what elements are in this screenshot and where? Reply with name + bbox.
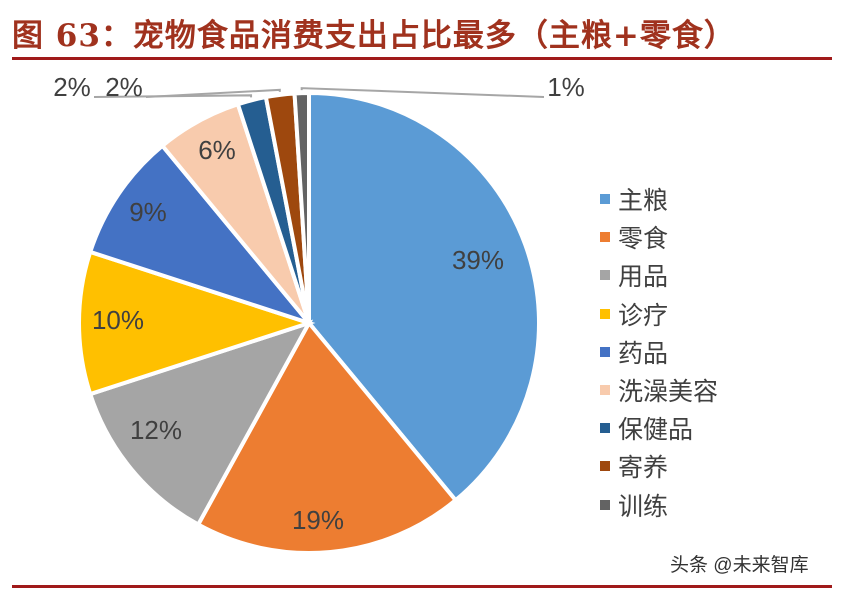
data-label: 1% [547,72,585,102]
legend-swatch [600,232,610,243]
legend-item-main-food: 主粮 [600,180,718,218]
legend: 主粮 零食 用品 诊疗 药品 洗澡美容 保健品 寄养 训练 [600,180,718,524]
legend-swatch [600,346,610,357]
legend-item-boarding: 寄养 [600,447,718,485]
legend-item-supplies: 用品 [600,256,718,294]
legend-item-diagnosis: 诊疗 [600,295,718,333]
legend-swatch [600,270,610,281]
legend-swatch [600,194,610,205]
legend-item-grooming: 洗澡美容 [600,371,718,409]
data-label: 9% [129,197,167,227]
leader-line [145,88,281,98]
legend-swatch [600,461,610,472]
data-label: 19% [292,505,344,535]
watermark: 头条 @未来智库 [670,555,809,576]
title-divider [12,57,832,60]
data-labels: 39% 19% 12% 10% 9% 6% 2% 2% 1% [53,72,585,535]
data-label: 12% [130,415,182,445]
chart-title: 图 63：宠物食品消费支出占比最多（主粮+零食） [12,18,736,54]
data-label: 6% [198,135,236,165]
data-label: 39% [452,245,504,275]
pie-slice [307,90,541,504]
leader-line [300,87,545,98]
leader-lines [93,87,545,98]
legend-item-snacks: 零食 [600,218,718,256]
legend-swatch [600,308,610,319]
legend-swatch [600,499,610,510]
legend-swatch [600,385,610,396]
data-label: 2% [53,72,91,102]
pie-slice [77,249,316,397]
data-label: 2% [105,72,143,102]
legend-swatch [600,423,610,434]
pie-slice [292,90,311,324]
legend-item-health-products: 保健品 [600,409,718,447]
legend-item-medicine: 药品 [600,333,718,371]
pie-slice [195,319,459,555]
pie-slice [87,142,315,328]
legend-item-training: 训练 [600,486,718,524]
pie-slices [77,90,541,555]
data-label: 10% [92,305,144,335]
pie-slice [87,319,314,528]
bottom-divider [12,585,832,588]
